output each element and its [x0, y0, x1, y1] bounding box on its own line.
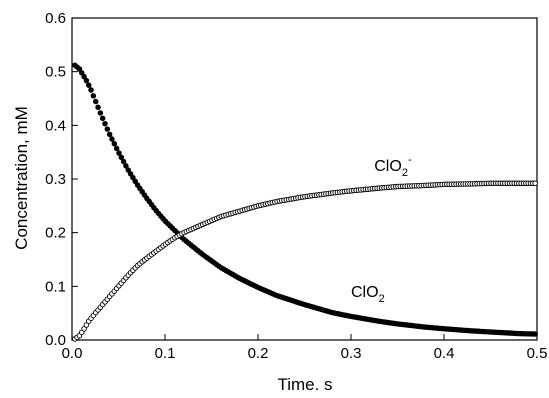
data-point: [92, 98, 99, 105]
data-point: [85, 82, 92, 88]
data-point: [123, 163, 129, 169]
data-point: [106, 131, 113, 138]
data-point: [79, 70, 85, 76]
data-series: [72, 62, 538, 342]
y-tick-label: 0.4: [45, 117, 66, 134]
data-point: [118, 154, 125, 161]
data-point: [76, 66, 83, 72]
data-point: [83, 322, 90, 328]
y-axis-title: Concentration, mM: [12, 106, 31, 250]
series-label: ClO2: [351, 284, 385, 305]
y-tick-label: 0.1: [45, 278, 66, 295]
y-tick-label: 0.2: [45, 225, 66, 242]
x-tick-label: 0.3: [341, 345, 362, 362]
data-point: [95, 104, 101, 111]
series-label: ClO2-: [374, 154, 412, 179]
data-point: [83, 77, 90, 84]
data-point: [99, 115, 106, 122]
y-tick-label: 0.0: [45, 332, 66, 349]
plot-area: [71, 17, 538, 341]
data-point: [90, 93, 97, 99]
data-point: [532, 180, 538, 187]
x-tick-label: 0.2: [248, 345, 269, 362]
y-tick-label: 0.3: [45, 171, 66, 188]
plot-frame: [71, 17, 538, 341]
data-point: [104, 126, 111, 132]
data-point: [116, 150, 122, 156]
data-point: [97, 110, 104, 116]
y-tick-label: 0.6: [45, 10, 66, 27]
y-tick-label: 0.5: [45, 64, 66, 81]
data-point: [81, 326, 87, 332]
series-clo2: [72, 62, 538, 337]
data-point: [120, 158, 127, 165]
x-tick-label: 0.1: [155, 345, 176, 362]
data-point: [81, 73, 87, 80]
data-point: [109, 136, 115, 142]
data-point: [532, 331, 538, 337]
data-point: [111, 140, 118, 147]
series-clo2-: [72, 180, 538, 342]
x-tick-label: 0.4: [434, 345, 455, 362]
x-tick-label: 0.0: [62, 345, 83, 362]
data-point: [102, 120, 108, 127]
x-axis: 0.0 0.1 0.2 0.3 0.4 0.5: [62, 334, 548, 362]
data-point: [88, 87, 94, 93]
x-axis-title: Time. s: [277, 375, 332, 394]
data-point: [113, 145, 120, 152]
y-axis: 0.0 0.1 0.2 0.3 0.4 0.5 0.6: [45, 10, 78, 349]
x-tick-label: 0.5: [527, 345, 548, 362]
annotations: ClO2- ClO2: [351, 154, 412, 305]
